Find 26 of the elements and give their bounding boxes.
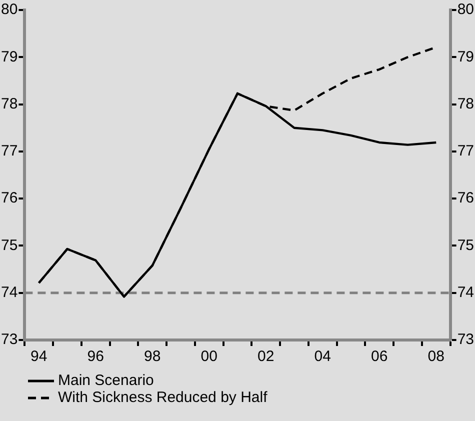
y-tick-label: 78	[0, 95, 18, 112]
x-tick-label: 94	[30, 348, 48, 366]
y2-tick-label: 80	[457, 1, 474, 18]
x-tick-label: 98	[144, 348, 161, 366]
x-tick-label: 04	[314, 348, 331, 366]
legend-label: With Sickness Reduced by Half	[58, 389, 268, 406]
x-tick-label: 96	[87, 348, 104, 366]
y-tick-label: 73	[0, 331, 18, 348]
y2-tick-label: 79	[457, 48, 474, 66]
x-tick-label: 00	[200, 348, 218, 366]
y2-tick-label: 75	[457, 236, 474, 254]
y2-tick-label: 76	[457, 190, 474, 207]
y2-tick-label: 77	[457, 142, 474, 160]
y-tick-label: 75	[0, 236, 18, 254]
legend-label: Main Scenario	[58, 372, 154, 389]
y-tick-label: 79	[0, 48, 18, 66]
y-tick-label: 80	[0, 1, 18, 18]
x-tick-label: 02	[258, 348, 274, 366]
y2-tick-label: 74	[457, 284, 474, 301]
y-tick-label: 76	[0, 190, 18, 207]
x-tick-label: 08	[428, 348, 444, 366]
y-tick-label: 74	[0, 284, 18, 301]
y2-tick-label: 73	[457, 331, 474, 348]
y-tick-label: 77	[0, 142, 18, 160]
x-tick-label: 06	[371, 348, 388, 366]
y2-tick-label: 78	[457, 95, 474, 112]
